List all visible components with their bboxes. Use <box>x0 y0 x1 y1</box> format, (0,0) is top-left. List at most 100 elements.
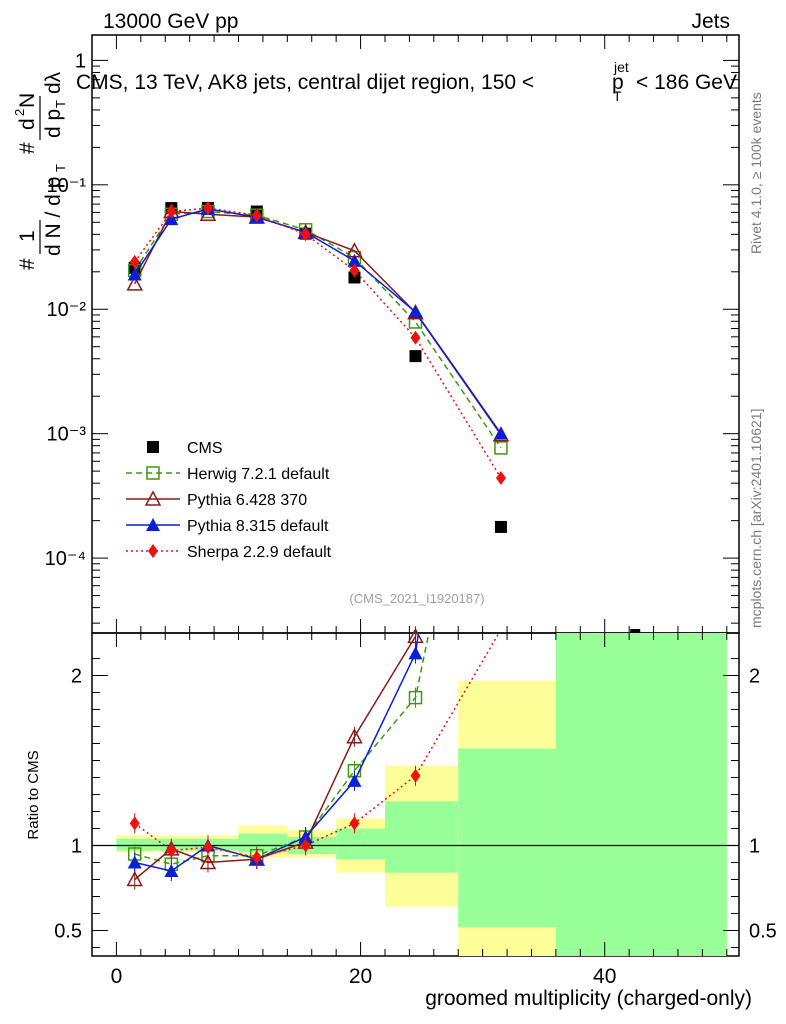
main-point-pythia-8-315-default-5 <box>347 253 362 267</box>
band-green-5 <box>458 748 556 928</box>
band-green-1 <box>238 833 288 853</box>
main-line-pythia-8-315-default <box>134 208 502 435</box>
main-point-sherpa-2-2-9-default-1 <box>166 204 177 219</box>
x-tick-label-1: 20 <box>349 965 372 988</box>
legend-label-herwig-7-2-1-default: Herwig 7.2.1 default <box>187 466 330 483</box>
ratio-point-sherpa-2-2-9-default-5 <box>349 816 360 831</box>
header-right-label: Jets <box>691 10 730 33</box>
plot-title-p: p <box>612 71 624 94</box>
y-label-denominator-1: d N / d p <box>42 177 65 256</box>
ratio-point-sherpa-2-2-9-default-1 <box>166 843 177 858</box>
ratio-point-pythia-8-315-default-5 <box>347 773 362 787</box>
legend-label-pythia-6-428-370: Pythia 6.428 370 <box>187 492 307 509</box>
ratio-y-tick-label-right-2: 2 <box>749 666 760 688</box>
ratio-y-tick-label-0: 0.5 <box>54 921 82 943</box>
legend-marker-pythia-6-428-370 <box>144 490 162 506</box>
header-left-label: 13000 GeV pp <box>103 10 238 33</box>
band-green-0 <box>116 838 239 851</box>
main-y-tick-label-1: 10⁻¹ <box>47 175 87 197</box>
ratio-y-axis-label: Ratio to CMS <box>25 750 42 839</box>
main-point-pythia-8-315-default-0 <box>127 267 142 281</box>
plot-title-sub: T <box>613 88 622 104</box>
ratio-point-pythia-6-428-370-2 <box>199 853 217 870</box>
ratio-point-sherpa-2-2-9-default-3 <box>251 850 262 865</box>
main-y-tick-label-0: 1 <box>75 50 86 72</box>
plot-title-sup: jet <box>613 59 629 75</box>
main-y-tick-label-3: 10⁻³ <box>47 424 87 446</box>
legend-marker-pythia-8-315-default <box>146 518 160 531</box>
main-point-pythia-6-428-370-0 <box>126 275 143 291</box>
main-point-sherpa-2-2-9-default-7 <box>495 471 506 486</box>
ratio-point-herwig-7-2-1-default-6 <box>408 690 423 705</box>
plot-title-prefix: CMS, 13 TeV, AK8 jets, central dijet reg… <box>76 71 534 94</box>
ratio-point-pythia-6-428-370-0 <box>126 870 143 887</box>
ratio-y-tick-label-right-1: 1 <box>749 836 760 858</box>
y-label-numerator-1: 1 <box>16 230 39 242</box>
legend-marker-herwig-7-2-1-default <box>146 466 160 480</box>
main-point-sherpa-2-2-9-default-0 <box>129 254 140 269</box>
legend-label-cms: CMS <box>187 440 223 457</box>
main-point-pythia-8-315-default-1 <box>164 212 179 226</box>
legend-marker-cms <box>147 441 159 453</box>
main-point-pythia-8-315-default-6 <box>408 305 423 319</box>
ratio-point-sherpa-2-2-9-default-4 <box>300 838 311 853</box>
ratio-line-pythia-6-428-370 <box>134 632 417 881</box>
ratio-y-tick-label-2: 2 <box>71 666 82 688</box>
ratio-point-pythia-8-315-default-6 <box>408 646 423 660</box>
y-label-denominator-sub-2: T <box>53 100 68 108</box>
ratio-point-pythia-8-315-default-0 <box>127 855 142 869</box>
x-tick-label-2: 40 <box>593 965 616 988</box>
main-y-axis-label: # 1 d N / d p T # d 2 N d p T dλ <box>12 71 68 270</box>
band-green-3 <box>336 828 385 860</box>
ratio-series <box>126 626 500 890</box>
ratio-point-pythia-8-315-default-1 <box>164 864 179 877</box>
main-line-sherpa-2-2-9-default <box>134 207 502 479</box>
ratio-point-pythia-6-428-370-6 <box>407 627 424 644</box>
main-point-cms-clipped <box>630 629 641 633</box>
legend-label-pythia-8-315-default: Pythia 8.315 default <box>187 518 329 535</box>
main-point-sherpa-2-2-9-default-6 <box>410 330 421 345</box>
y-label-numerator-2: d <box>16 118 39 130</box>
ratio-y-tick-label-right-0: 0.5 <box>749 921 777 943</box>
analysis-watermark: (CMS_2021_I1920187) <box>349 591 484 606</box>
mcplots-label: mcplots.cern.ch [arXiv:2401.10621] <box>748 409 764 628</box>
main-point-herwig-7-2-1-default-7 <box>494 441 508 455</box>
band-green-4 <box>384 801 459 873</box>
main-y-tick-label-4: 10⁻⁴ <box>45 548 86 570</box>
main-point-cms-6 <box>409 350 422 363</box>
y-label-hash-1: # <box>16 258 39 270</box>
ratio-line-sherpa-2-2-9-default <box>134 632 500 859</box>
plot-title: CMS, 13 TeV, AK8 jets, central dijet reg… <box>76 59 737 104</box>
ratio-point-sherpa-2-2-9-default-0 <box>129 816 140 831</box>
legend-label-sherpa-2-2-9-default: Sherpa 2.2.9 default <box>187 544 332 561</box>
main-y-tick-label-2: 10⁻² <box>47 299 87 321</box>
main-point-cms-7 <box>494 520 507 533</box>
main-point-sherpa-2-2-9-default-5 <box>349 263 360 278</box>
legend-marker-sherpa-2-2-9-default <box>148 544 158 558</box>
ratio-point-sherpa-2-2-9-default-2 <box>202 840 213 855</box>
main-point-pythia-8-315-default-7 <box>493 426 508 440</box>
ratio-point-pythia-6-428-370-5 <box>346 728 363 744</box>
y-label-denominator-sub: T <box>53 164 68 172</box>
y-label-numerator-sup: 2 <box>12 109 27 116</box>
band-green-6 <box>555 633 727 956</box>
y-label-denominator-2: d p <box>42 109 65 138</box>
main-point-sherpa-2-2-9-default-4 <box>300 227 311 242</box>
main-line-pythia-6-428-370 <box>134 210 502 436</box>
ratio-y-tick-label-1: 1 <box>71 836 82 858</box>
x-axis-label: groomed multiplicity (charged-only) <box>425 987 752 1010</box>
y-label-dlambda: dλ <box>42 71 65 94</box>
main-point-sherpa-2-2-9-default-3 <box>251 208 262 223</box>
ratio-line-pythia-8-315-default <box>134 632 420 872</box>
x-tick-label-0: 0 <box>111 965 123 988</box>
main-series <box>126 201 641 633</box>
legend: CMS Herwig 7.2.1 default Pythia 6.428 370 P… <box>126 440 332 561</box>
ratio-point-sherpa-2-2-9-default-6 <box>410 768 421 783</box>
uncertainty-bands <box>92 633 739 956</box>
plot-title-suffix: < 186 GeV <box>636 71 737 94</box>
axes: 0 20 40 1 10⁻¹ 10⁻² 10⁻³ 10⁻⁴ 0.5 0.5 1 1 2 2 <box>45 35 777 988</box>
rivet-label: Rivet 4.1.0, ≥ 100k events <box>748 92 764 254</box>
y-label-numerator-n: N <box>16 93 39 108</box>
y-label-hash-2: # <box>16 142 39 154</box>
